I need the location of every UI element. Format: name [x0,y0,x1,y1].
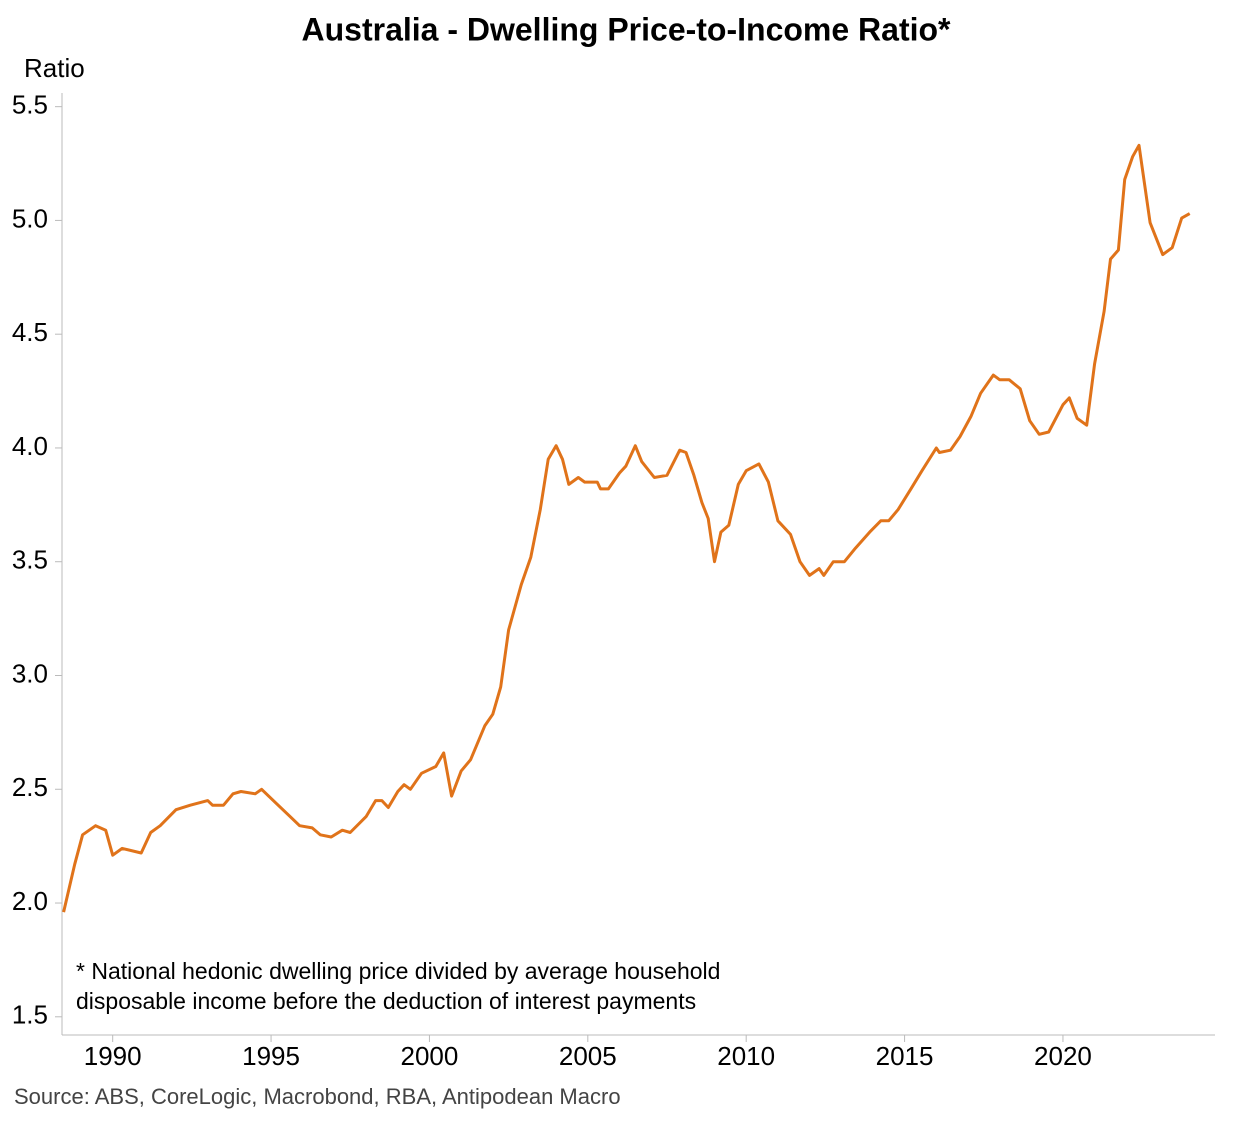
y-tick-label: 4.0 [12,431,48,461]
data-line [62,143,1191,913]
y-tick-label: 1.5 [12,1000,48,1030]
x-tick-label: 2010 [717,1041,775,1071]
chart-title: Australia - Dwelling Price-to-Income Rat… [302,11,952,47]
x-tick-label: 1995 [242,1041,300,1071]
footnote: disposable income before the deduction o… [76,988,696,1014]
source: Source: ABS, CoreLogic, Macrobond, RBA, … [14,1084,621,1109]
y-tick-label: 5.5 [12,90,48,120]
x-tick-label: 2000 [401,1041,459,1071]
y-tick-label: 2.5 [12,772,48,802]
y-tick-label: 3.5 [12,545,48,575]
x-tick-label: 2020 [1034,1041,1092,1071]
y-tick-label: 2.0 [12,886,48,916]
y-tick-label: 3.0 [12,658,48,688]
x-tick-label: 1990 [84,1041,142,1071]
footnote: * National hedonic dwelling price divide… [76,958,720,984]
x-tick-label: 2005 [559,1041,617,1071]
y-tick-label: 4.5 [12,317,48,347]
x-tick-label: 2015 [876,1041,934,1071]
y-axis-label: Ratio [24,53,85,83]
y-tick-label: 5.0 [12,203,48,233]
